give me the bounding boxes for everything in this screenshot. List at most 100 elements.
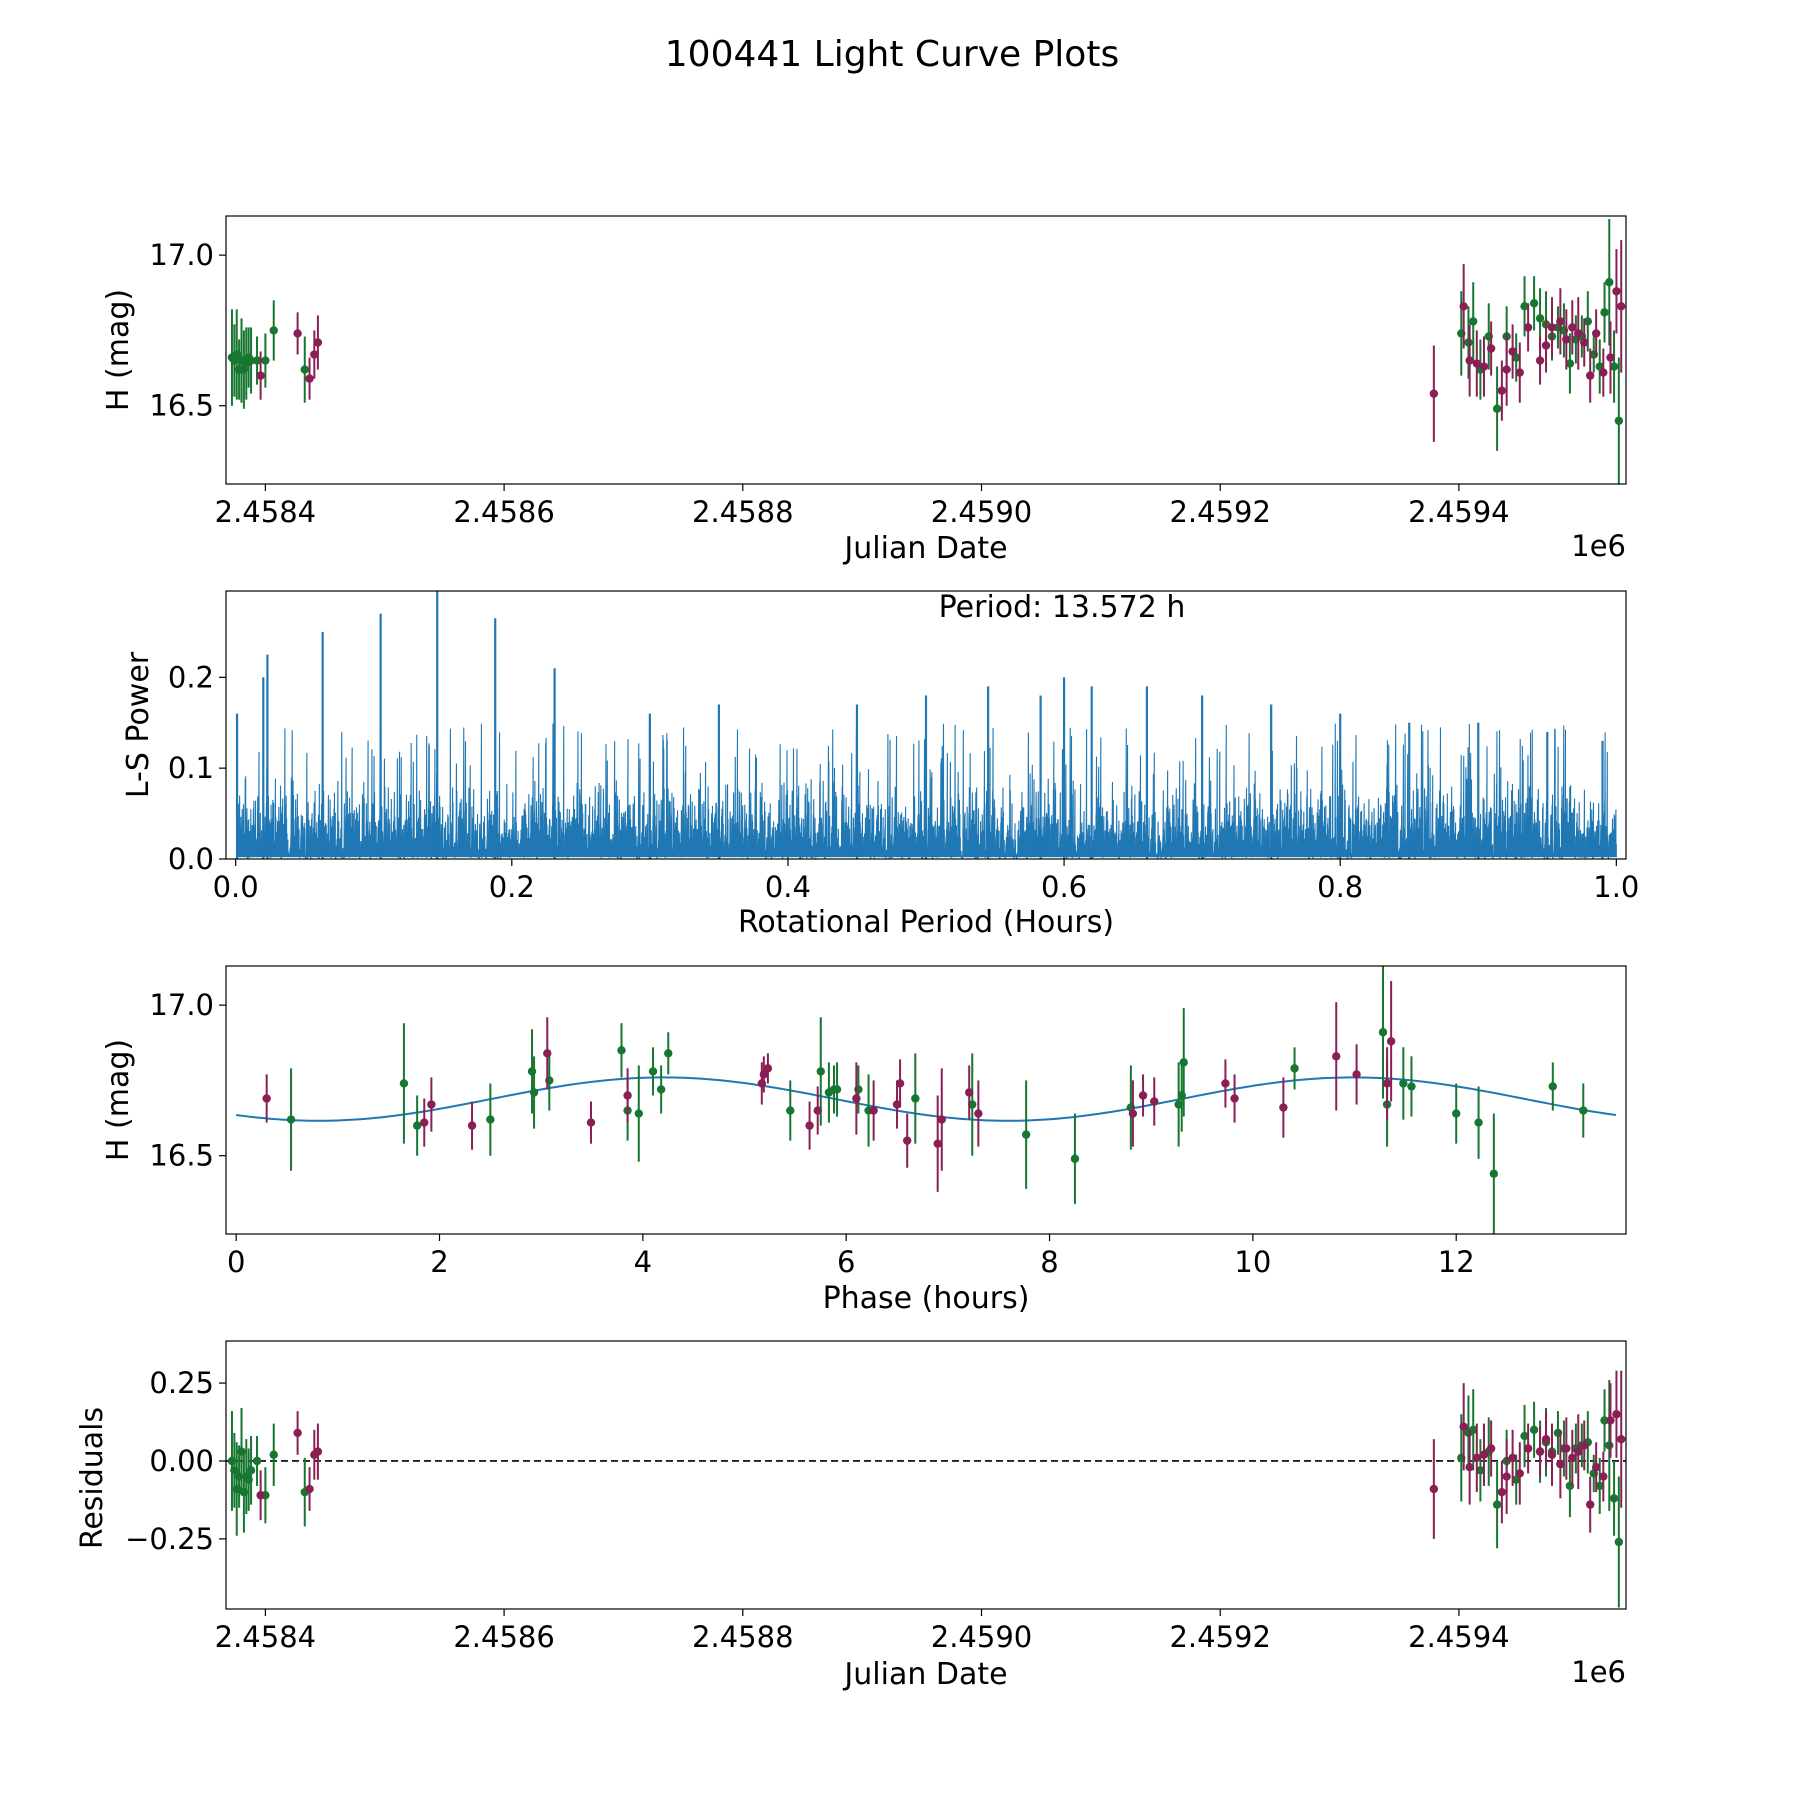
maroon-point <box>1479 1450 1489 1459</box>
model-fit-curve <box>236 1076 1617 1122</box>
maroon-point <box>1138 1091 1148 1100</box>
x-tick-label: 0.4 <box>765 870 811 904</box>
figure-title: 100441 Light Curve Plots <box>665 34 1119 75</box>
x-tick-label: 0.2 <box>489 870 535 904</box>
green-point <box>1529 299 1539 308</box>
y-tick-label: 0.2 <box>168 660 214 694</box>
maroon-point <box>1508 347 1517 356</box>
maroon-point <box>1221 1079 1230 1088</box>
maroon-point <box>965 1088 974 1097</box>
maroon-point <box>1486 1444 1496 1453</box>
maroon-point <box>1556 317 1565 326</box>
maroon-point <box>1429 1484 1439 1494</box>
green-point <box>617 1046 626 1055</box>
green-point <box>1595 1481 1604 1491</box>
maroon-point <box>1562 335 1571 344</box>
green-point <box>1600 308 1609 317</box>
y-tick-label: 16.5 <box>149 1139 214 1173</box>
x-tick-label: 4 <box>634 1245 652 1279</box>
maroon-point <box>1429 389 1439 398</box>
maroon-point <box>902 1136 912 1145</box>
green-point <box>816 1067 825 1076</box>
green-point <box>911 1094 920 1103</box>
y-tick-label: 0.00 <box>149 1444 214 1478</box>
green-point <box>269 1450 278 1459</box>
maroon-point <box>1574 329 1583 338</box>
maroon-point <box>1497 386 1507 395</box>
green-point <box>1520 302 1529 311</box>
lightcurve-panel: 2.4584 2.4586 2.4588 2.4590 2.4592 2.4594 16.5… <box>101 215 1627 566</box>
green-point <box>529 1088 539 1097</box>
green-point <box>786 1106 795 1115</box>
green-point <box>412 1121 422 1130</box>
green-point <box>1474 1118 1483 1127</box>
maroon-point <box>623 1091 632 1100</box>
y-tick-label: 16.5 <box>149 389 214 423</box>
maroon-point <box>310 350 319 359</box>
green-point <box>1290 1064 1299 1073</box>
phased-xlabel: Phase (hours) <box>823 1281 1030 1316</box>
y-tick-label: −0.25 <box>125 1522 214 1556</box>
green-point <box>1583 317 1593 326</box>
green-point <box>1021 1130 1031 1139</box>
maroon-point <box>759 1070 769 1079</box>
maroon-point <box>1556 1459 1565 1469</box>
maroon-point <box>1459 302 1468 311</box>
maroon-point <box>1150 1097 1159 1106</box>
maroon-point <box>1523 323 1533 332</box>
maroon-point <box>543 1049 552 1058</box>
maroon-point <box>1562 1444 1571 1453</box>
green-point <box>1609 1494 1619 1503</box>
green-point <box>1565 359 1575 368</box>
maroon-point <box>305 374 314 383</box>
maroon-point <box>313 1447 323 1456</box>
green-point <box>656 1085 666 1094</box>
green-point <box>1548 1082 1557 1091</box>
residuals-xlabel: Julian Date <box>842 1657 1007 1692</box>
maroon-point <box>467 1121 477 1130</box>
maroon-point <box>1591 329 1601 338</box>
phased-ticks: 0 2 4 6 8 10 12 16.5 17.0 <box>149 988 1474 1279</box>
maroon-point <box>1547 323 1557 332</box>
y-tick-label: 0.25 <box>149 1366 214 1400</box>
maroon-point <box>974 1109 983 1118</box>
x-tick-label: 2.4588 <box>692 1620 793 1654</box>
maroon-point <box>1279 1103 1288 1112</box>
x-tick-label: 2.4590 <box>931 495 1032 529</box>
maroon-point <box>1479 362 1489 371</box>
green-point <box>1579 1106 1588 1115</box>
green-point <box>399 1079 409 1088</box>
maroon-point <box>1523 1444 1533 1453</box>
green-point <box>1614 1537 1624 1547</box>
green-point <box>1511 1475 1521 1484</box>
maroon-point <box>1599 368 1608 377</box>
maroon-point <box>1568 323 1577 332</box>
maroon-point <box>1502 1472 1511 1481</box>
y-tick-label: 0.0 <box>168 842 214 876</box>
green-point <box>1070 1154 1080 1163</box>
maroon-point <box>933 1139 942 1148</box>
green-point <box>634 1109 643 1118</box>
maroon-point <box>1382 1079 1392 1088</box>
lightcurve-marks <box>227 219 1626 484</box>
maroon-point <box>1591 1463 1601 1472</box>
maroon-point <box>1515 1469 1524 1478</box>
maroon-point <box>1352 1070 1361 1079</box>
maroon-point <box>1465 356 1474 365</box>
green-point <box>1476 1466 1485 1475</box>
maroon-point <box>1472 1453 1482 1463</box>
residuals-offset-label: 1e6 <box>1571 1655 1626 1689</box>
x-tick-label: 2.4588 <box>692 495 793 529</box>
maroon-point <box>813 1106 822 1115</box>
x-tick-label: 2.4590 <box>931 1620 1032 1654</box>
maroon-point <box>1612 287 1621 296</box>
green-point <box>252 1456 262 1466</box>
lightcurve-offset-label: 1e6 <box>1571 529 1626 563</box>
maroon-point <box>1585 1500 1595 1509</box>
maroon-point <box>895 1079 905 1088</box>
y-tick-label: 17.0 <box>149 988 214 1022</box>
maroon-point <box>1580 338 1589 347</box>
phased-marks <box>236 966 1617 1234</box>
x-tick-label: 2.4592 <box>1169 1620 1270 1654</box>
